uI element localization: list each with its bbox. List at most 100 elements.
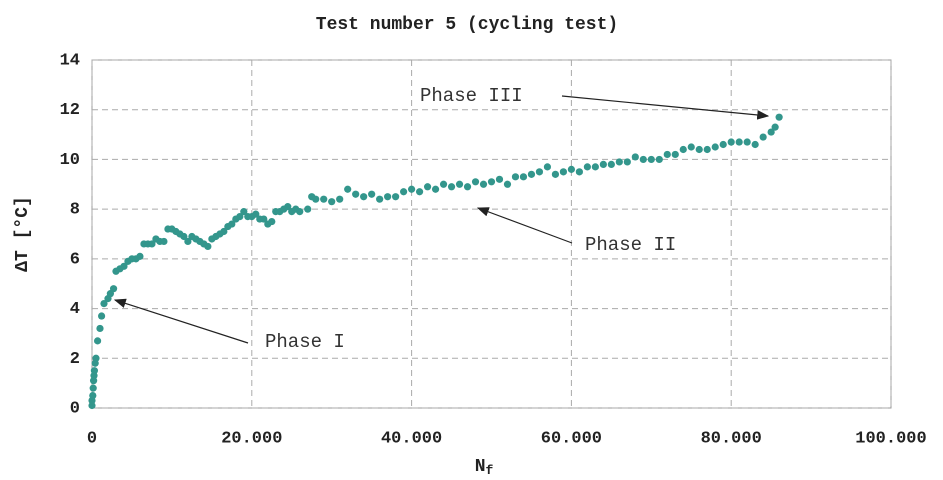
- point: [120, 262, 128, 270]
- point: [607, 160, 615, 168]
- point: [511, 173, 520, 181]
- annotation: Phase II: [585, 234, 676, 256]
- point: [455, 180, 464, 188]
- point: [687, 143, 695, 151]
- point: [495, 175, 504, 183]
- annotation-arrow: [113, 298, 249, 344]
- point: [447, 183, 456, 191]
- point: [591, 163, 599, 171]
- point: [312, 195, 320, 203]
- point: [543, 163, 552, 171]
- point: [160, 237, 168, 246]
- point: [527, 170, 536, 178]
- point: [384, 193, 392, 201]
- point: [503, 180, 512, 188]
- point: [535, 168, 544, 176]
- point: [344, 185, 352, 193]
- point: [268, 217, 276, 226]
- point: [90, 367, 98, 375]
- point: [519, 173, 528, 181]
- point: [551, 170, 560, 178]
- chart-title: Test number 5 (cycling test): [316, 15, 618, 35]
- y-tick-label: 6: [70, 250, 80, 269]
- point: [260, 215, 268, 223]
- point: [100, 300, 108, 308]
- point: [352, 190, 360, 198]
- x-tick-label: 0: [87, 429, 97, 448]
- point: [204, 242, 212, 251]
- point: [415, 188, 424, 196]
- point: [296, 208, 304, 216]
- point: [304, 205, 312, 213]
- point: [408, 185, 416, 193]
- point: [392, 193, 400, 201]
- x-axis-label-base: N: [475, 457, 486, 477]
- point: [89, 391, 97, 400]
- point: [471, 178, 480, 186]
- point: [96, 324, 104, 333]
- annotation-arrow: [476, 207, 573, 244]
- y-tick-label: 14: [60, 51, 80, 70]
- point: [92, 354, 100, 362]
- point: [180, 232, 188, 241]
- point: [679, 145, 687, 154]
- point: [252, 210, 260, 218]
- point: [575, 168, 583, 176]
- point: [93, 337, 102, 345]
- point: [711, 143, 719, 151]
- point: [431, 185, 440, 193]
- y-tick-label: 8: [70, 201, 80, 220]
- point: [623, 158, 631, 166]
- point: [328, 198, 336, 206]
- point: [236, 213, 244, 221]
- point: [320, 195, 328, 203]
- point: [479, 180, 488, 188]
- x-tick-label: 100.000: [855, 429, 926, 448]
- point: [148, 240, 156, 248]
- point: [647, 155, 655, 164]
- point: [400, 188, 408, 196]
- point: [559, 168, 568, 176]
- point: [109, 285, 118, 293]
- point: [240, 208, 248, 216]
- point: [423, 183, 432, 191]
- point: [639, 155, 647, 164]
- point: [655, 155, 663, 164]
- point: [487, 178, 496, 186]
- y-tick-label: 2: [70, 350, 80, 369]
- y-tick-label: 10: [60, 151, 80, 170]
- y-tick-label: 4: [70, 300, 80, 319]
- point: [583, 163, 591, 171]
- point: [89, 384, 97, 392]
- annotation-arrow: [561, 95, 770, 120]
- point: [97, 312, 106, 320]
- x-tick-label: 40.000: [381, 429, 442, 448]
- point: [719, 140, 727, 149]
- x-tick-label: 20.000: [221, 429, 282, 448]
- point: [88, 401, 96, 410]
- point: [671, 150, 679, 159]
- point: [284, 203, 292, 211]
- point: [463, 183, 472, 191]
- point: [360, 193, 368, 201]
- point: [599, 160, 607, 168]
- x-axis-label-sub: f: [486, 463, 494, 478]
- point: [336, 195, 344, 203]
- annotation: Phase I: [265, 331, 345, 353]
- x-axis-label: Nf: [475, 457, 494, 479]
- point: [751, 140, 759, 149]
- point: [767, 128, 775, 136]
- point: [759, 133, 767, 141]
- point: [735, 138, 743, 146]
- point: [727, 138, 735, 146]
- point: [663, 150, 671, 159]
- y-tick-label: 12: [60, 101, 80, 120]
- y-axis-label: ΔT [°C]: [13, 196, 33, 272]
- x-tick-label: 80.000: [701, 429, 762, 448]
- point: [136, 252, 144, 260]
- point: [771, 123, 779, 131]
- x-tick-label: 60.000: [541, 429, 602, 448]
- point: [228, 220, 236, 228]
- point: [439, 180, 448, 188]
- point: [615, 158, 623, 166]
